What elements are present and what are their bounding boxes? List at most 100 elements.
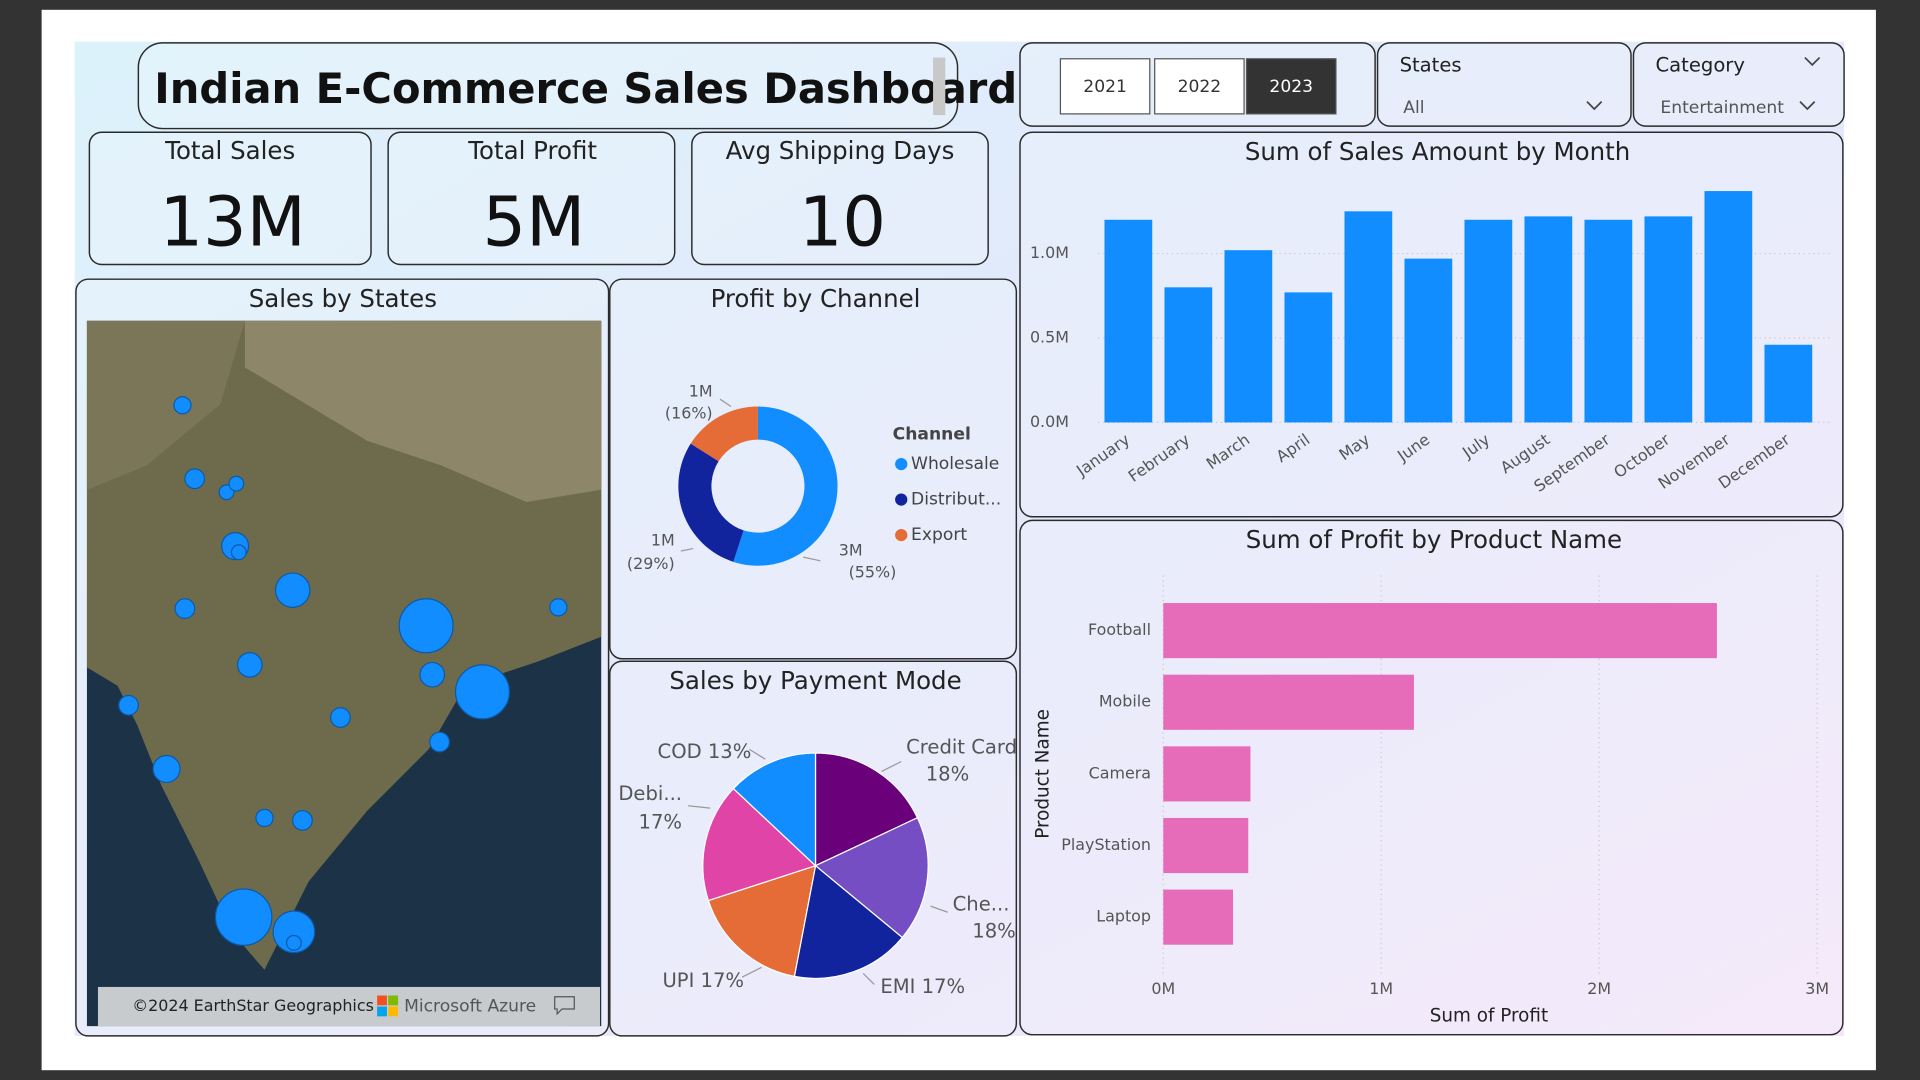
data-label: 1M <box>689 381 713 400</box>
dropdown-title: Category <box>1656 54 1745 77</box>
bar <box>1163 746 1251 802</box>
map-bubble <box>330 707 351 728</box>
x-tick-label: 0M <box>1151 979 1175 998</box>
y-tick-label: Laptop <box>1096 907 1151 926</box>
data-label: 18% <box>926 763 970 786</box>
chart-title: Profit by Channel <box>711 284 921 313</box>
chevron[interactable] <box>1586 101 1603 111</box>
x-axis-title: Sum of Profit <box>1430 1005 1548 1026</box>
chart-title: Sum of Profit by Product Name <box>1246 525 1622 554</box>
year-label[interactable]: 2021 <box>1083 77 1127 97</box>
map[interactable]: ©2024 EarthStar Geographics Microsoft Az… <box>86 320 602 1027</box>
bar <box>1524 216 1573 423</box>
logo <box>377 995 387 1006</box>
kpi-card <box>691 131 989 266</box>
attribution: ©2024 EarthStar Geographics <box>132 996 374 1015</box>
mountains <box>86 320 245 490</box>
year-button[interactable] <box>1154 58 1245 115</box>
year-buttons: 2021 2022 2023 <box>1059 58 1337 115</box>
x-tick-label: 1M <box>1369 979 1393 998</box>
slice <box>733 406 838 566</box>
map-bubble <box>454 664 510 720</box>
year-button[interactable] <box>1059 58 1151 115</box>
data-label: 13% <box>708 739 752 762</box>
dropdown-value[interactable]: Entertainment <box>1660 98 1784 118</box>
percent-label: (16%) <box>665 403 713 422</box>
leader-line <box>881 761 902 772</box>
chevron[interactable] <box>1804 56 1821 67</box>
slice <box>678 443 744 562</box>
title-box <box>137 42 959 130</box>
category-label: EMI <box>880 974 915 997</box>
slice <box>707 864 817 978</box>
map-bubble <box>255 808 274 828</box>
leader-line <box>741 966 762 978</box>
category-label: UPI <box>662 968 694 991</box>
percent-label: (55%) <box>849 563 897 582</box>
map-bubble <box>184 468 206 490</box>
dashboard-title: Indian E-Commerce Sales Dashboard <box>154 64 1017 113</box>
leader-line <box>930 905 948 913</box>
bar <box>1764 344 1813 423</box>
legend-marker <box>895 528 908 542</box>
scrollbar <box>933 57 946 116</box>
bar <box>1644 216 1693 423</box>
map-bubble <box>118 694 139 716</box>
bar <box>1404 258 1453 423</box>
slice <box>814 816 929 939</box>
bar <box>1163 603 1717 659</box>
leader-line <box>680 547 694 552</box>
bar <box>1284 292 1333 423</box>
y-tick-label: Camera <box>1089 763 1151 782</box>
pie-label: EMI 17% <box>880 974 965 997</box>
slice <box>814 752 919 867</box>
year-label[interactable]: 2023 <box>1269 77 1313 97</box>
map-bubble <box>549 598 568 617</box>
kpi-label: Total Sales <box>164 136 295 165</box>
attribution-bar <box>97 986 601 1027</box>
map-bubble <box>398 598 454 654</box>
map-bubble <box>228 475 245 492</box>
map-bubble <box>236 652 263 678</box>
y-tick-label: PlayStation <box>1061 835 1151 854</box>
slice <box>702 787 817 902</box>
legend-label: Wholesale <box>911 454 999 474</box>
data-label: 17% <box>700 968 744 991</box>
slice <box>690 406 758 462</box>
legend-label: Export <box>911 525 967 545</box>
year-label[interactable]: 2022 <box>1178 77 1222 97</box>
leader-line <box>749 748 766 760</box>
data-label: 17% <box>639 810 683 833</box>
bar <box>1104 219 1153 423</box>
y-tick-label: Mobile <box>1099 692 1151 711</box>
data-label: 18% <box>972 919 1016 942</box>
slice <box>793 864 904 979</box>
leader-line <box>719 398 732 408</box>
chevron[interactable] <box>1799 101 1816 111</box>
bar <box>1584 219 1633 423</box>
kpi-card <box>387 131 676 266</box>
y-axis-title: Product Name <box>1032 709 1053 839</box>
slice <box>732 752 817 868</box>
map-bubble <box>272 910 316 954</box>
category-dropdown <box>1632 42 1845 127</box>
map-bubble <box>285 934 302 951</box>
logo <box>377 1006 387 1017</box>
bubbles <box>118 396 568 954</box>
pie-label: COD 13% <box>658 739 752 762</box>
year-button[interactable] <box>1245 58 1337 115</box>
map-bubble <box>152 754 181 784</box>
legend-marker <box>895 493 908 506</box>
bar <box>1164 287 1213 423</box>
map-bubble <box>429 731 451 753</box>
bar <box>1163 674 1414 730</box>
feedback-icon[interactable] <box>554 996 575 1016</box>
map-bubble <box>173 396 192 415</box>
map-bubble <box>274 572 311 608</box>
percent-label: (29%) <box>627 554 675 573</box>
kpi-value: 5M <box>482 183 585 263</box>
x-tick-label: 2M <box>1587 979 1611 998</box>
bar <box>1163 889 1234 945</box>
dropdown-value[interactable]: All <box>1403 98 1424 118</box>
kpi-label: Total Profit <box>467 136 597 165</box>
